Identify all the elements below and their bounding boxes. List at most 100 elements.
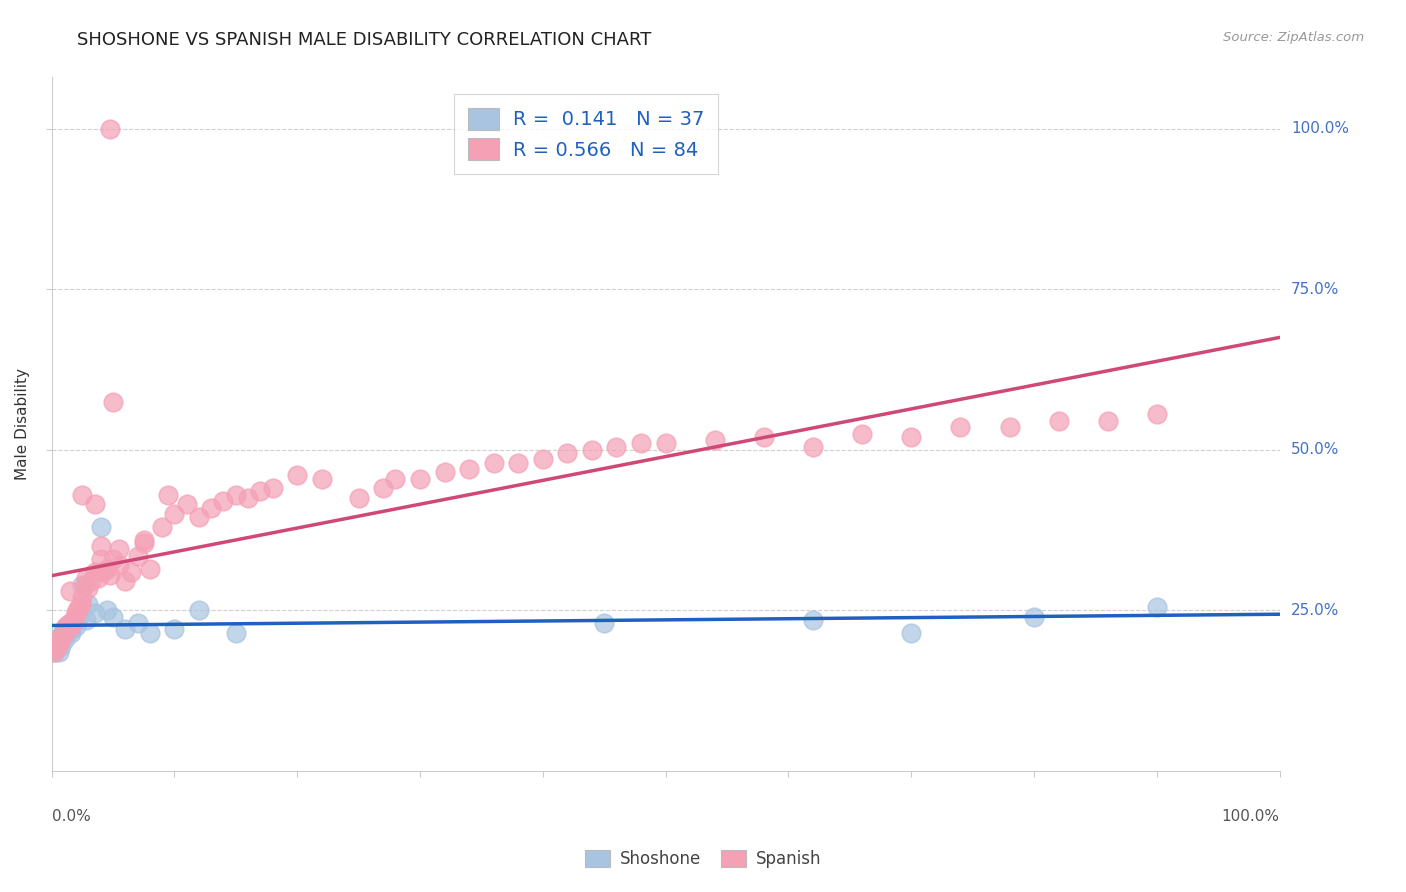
Point [77, 581, 100, 595]
Point [60, 623, 83, 637]
Point [508, 456, 530, 470]
Point [73, 577, 96, 591]
Point [70, 591, 93, 605]
Point [70, 597, 93, 611]
Point [52, 623, 75, 637]
Point [900, 625, 922, 640]
Point [605, 440, 627, 454]
Point [1146, 408, 1168, 422]
Point [67, 609, 90, 624]
Point [187, 510, 209, 524]
Point [44, 641, 66, 656]
Point [101, 609, 124, 624]
Point [49, 632, 72, 646]
Y-axis label: Male Disability: Male Disability [15, 368, 30, 480]
Point [593, 616, 616, 631]
Point [49, 629, 72, 643]
Legend: R =  0.141   N = 37, R = 0.566   N = 84: R = 0.141 N = 37, R = 0.566 N = 84 [454, 94, 717, 174]
Text: 100.0%: 100.0% [1291, 121, 1348, 136]
Point [59, 584, 82, 599]
Point [59, 616, 82, 631]
Point [139, 561, 162, 575]
Point [225, 625, 247, 640]
Point [83, 607, 105, 621]
Text: Source: ZipAtlas.com: Source: ZipAtlas.com [1223, 31, 1364, 45]
Point [373, 481, 395, 495]
Point [45, 639, 67, 653]
Point [96, 561, 118, 575]
Point [163, 623, 186, 637]
Point [59, 616, 82, 631]
Point [55, 625, 77, 640]
Point [60, 616, 83, 631]
Point [285, 468, 308, 483]
Point [409, 472, 432, 486]
Point [51, 629, 73, 643]
Point [1097, 414, 1119, 428]
Point [139, 625, 162, 640]
Point [225, 488, 247, 502]
Point [48, 645, 70, 659]
Point [433, 465, 456, 479]
Point [56, 619, 79, 633]
Point [108, 558, 131, 573]
Point [1022, 609, 1045, 624]
Point [1146, 600, 1168, 615]
Point [703, 433, 725, 447]
Text: 0.0%: 0.0% [52, 809, 90, 824]
Point [51, 639, 73, 653]
Point [87, 571, 110, 585]
Point [630, 436, 652, 450]
Point [200, 500, 222, 515]
Point [212, 494, 235, 508]
Point [801, 440, 824, 454]
Point [83, 497, 105, 511]
Point [557, 446, 579, 460]
Point [53, 623, 76, 637]
Point [384, 472, 406, 486]
Point [83, 565, 105, 579]
Point [52, 625, 75, 640]
Point [249, 484, 271, 499]
Point [482, 456, 505, 470]
Point [90, 539, 112, 553]
Point [458, 462, 481, 476]
Point [851, 426, 873, 441]
Legend: Shoshone, Spanish: Shoshone, Spanish [578, 843, 828, 875]
Point [67, 600, 90, 615]
Point [58, 623, 80, 637]
Point [52, 629, 75, 643]
Point [801, 613, 824, 627]
Point [120, 565, 142, 579]
Point [127, 616, 149, 631]
Point [101, 552, 124, 566]
Text: 100.0%: 100.0% [1222, 809, 1279, 824]
Point [70, 577, 93, 591]
Point [949, 420, 972, 434]
Point [63, 609, 86, 624]
Point [900, 430, 922, 444]
Point [42, 645, 65, 659]
Point [100, 568, 122, 582]
Point [163, 507, 186, 521]
Point [654, 436, 676, 450]
Point [48, 635, 70, 649]
Point [96, 603, 118, 617]
Point [347, 491, 370, 505]
Point [531, 452, 554, 467]
Point [1047, 414, 1070, 428]
Point [100, 121, 122, 136]
Point [101, 394, 124, 409]
Point [176, 497, 198, 511]
Point [66, 603, 89, 617]
Point [60, 625, 83, 640]
Point [58, 619, 80, 633]
Point [75, 613, 97, 627]
Point [65, 607, 87, 621]
Point [45, 639, 67, 653]
Point [132, 536, 155, 550]
Point [311, 472, 333, 486]
Point [70, 488, 93, 502]
Point [114, 574, 136, 589]
Point [90, 520, 112, 534]
